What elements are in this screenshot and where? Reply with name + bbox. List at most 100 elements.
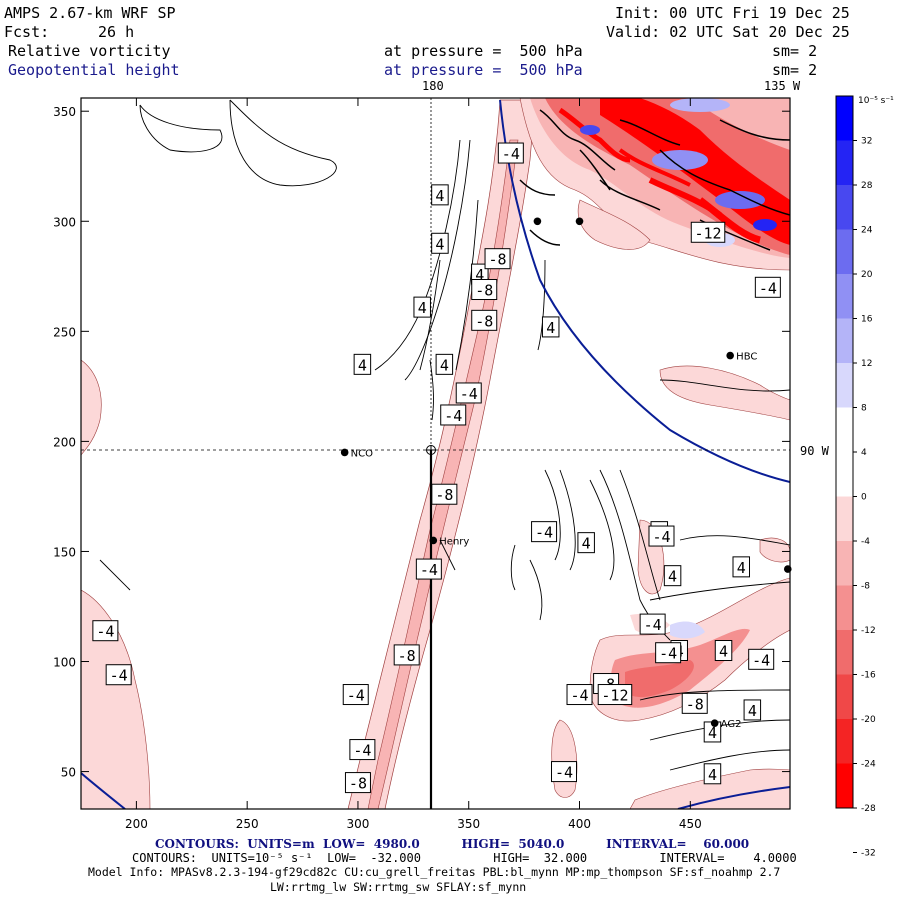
- stations: NCO Henry HBC AG2: [340, 217, 792, 730]
- svg-text:-4: -4: [555, 764, 573, 782]
- contour-label: 4: [577, 532, 595, 554]
- colorbar-swatch: [836, 407, 853, 453]
- field2-name: Geopotential height: [8, 61, 180, 79]
- contour-label: 4: [353, 353, 372, 375]
- colorbar-swatch: [836, 763, 853, 809]
- svg-text:-8: -8: [475, 282, 493, 300]
- meridian-180-label: 180: [422, 79, 444, 93]
- y-tick-label: 100: [53, 656, 76, 670]
- field2-smoothing: sm= 2: [772, 61, 818, 79]
- contour-label: 4: [541, 316, 560, 338]
- svg-text:-4: -4: [644, 616, 662, 634]
- meridian-90w-label: 90 W: [800, 444, 830, 458]
- station-marker: [429, 536, 438, 545]
- colorbar-swatch: [836, 318, 853, 364]
- colorbar-label: 32: [861, 137, 872, 147]
- svg-text:-4: -4: [96, 623, 114, 641]
- svg-text:-8: -8: [349, 775, 367, 793]
- colorbar-label: 28: [861, 181, 873, 191]
- footer-model-info-2: LW:rrtmg_lw SW:rrtmg_sw SFLAY:sf_mynn: [270, 880, 527, 894]
- x-tick-label: 450: [679, 817, 702, 831]
- station-label: AG2: [721, 719, 742, 730]
- colorbar-swatch: [836, 585, 853, 631]
- meridian-135w-label: 135 W: [764, 79, 801, 93]
- contour-label: -4: [349, 739, 376, 761]
- contour-label: -4: [342, 684, 369, 706]
- colorbar-unit: 10⁻⁵ s⁻¹: [858, 96, 894, 106]
- contour-label: -4: [415, 558, 442, 580]
- cross-section-origin: [426, 445, 436, 455]
- station-label: HBC: [736, 352, 757, 363]
- colorbar-swatch: [836, 96, 853, 141]
- colorbar-label: -12: [861, 626, 876, 636]
- colorbar: 32 28 24 20 16 12 8 4 0 -4 -8 -12 -16 -20 -24 -28 -32: [835, 95, 876, 859]
- colorbar-swatch: [836, 185, 853, 230]
- colorbar-label: -32: [861, 849, 876, 859]
- svg-text:4: 4: [358, 356, 367, 374]
- colorbar-label: -28: [861, 804, 876, 814]
- station-label: Henry: [439, 536, 469, 547]
- y-tick-label: 150: [53, 545, 76, 559]
- svg-text:4: 4: [440, 356, 449, 374]
- svg-text:4: 4: [582, 535, 591, 553]
- forecast-label: Fcst:: [4, 23, 50, 41]
- x-tick-label: 200: [125, 817, 148, 831]
- station-marker: [726, 351, 734, 360]
- x-tick-label: 400: [568, 817, 591, 831]
- svg-text:4: 4: [719, 643, 728, 661]
- svg-text:4: 4: [435, 187, 444, 205]
- contour-label: -8: [431, 483, 458, 505]
- valid-time: Valid: 02 UTC Sat 20 Dec 25: [606, 23, 850, 41]
- contour-label: 4: [431, 232, 449, 254]
- contour-label: 4: [435, 353, 454, 375]
- station-marker: [783, 565, 792, 573]
- contour-label: -4: [566, 684, 593, 706]
- svg-text:-8: -8: [686, 695, 704, 713]
- contour-label: -8: [393, 644, 420, 666]
- turbulent-contours: [519, 109, 790, 251]
- svg-text:4: 4: [546, 319, 555, 337]
- contour-label: -8: [484, 248, 511, 270]
- y-tick-label: 50: [61, 766, 76, 780]
- contour-label: -8: [471, 279, 498, 301]
- svg-text:-4: -4: [420, 561, 438, 579]
- y-tick-label: 250: [53, 325, 76, 339]
- contour-label: -4: [531, 521, 558, 543]
- colorbar-swatch: [836, 719, 853, 764]
- svg-text:-8: -8: [489, 251, 507, 269]
- colorbar-label: 12: [861, 359, 872, 369]
- station-marker: [533, 217, 542, 226]
- footer-contours-vorticity: CONTOURS: UNITS=10⁻⁵ s⁻¹ LOW= -32.000 HI…: [132, 851, 797, 865]
- svg-text:4: 4: [668, 568, 677, 586]
- y-tick-label: 350: [53, 105, 76, 119]
- colorbar-swatch: [836, 630, 853, 675]
- colorbar-label: -24: [861, 760, 876, 770]
- svg-text:-12: -12: [601, 687, 628, 705]
- svg-text:-4: -4: [759, 279, 777, 297]
- svg-text:-4: -4: [444, 407, 462, 425]
- contour-label: -12: [597, 684, 633, 706]
- svg-text:-4: -4: [460, 385, 478, 403]
- contour-label: -4: [92, 620, 119, 642]
- svg-text:-8: -8: [398, 647, 416, 665]
- field2-level: at pressure = 500 hPa: [384, 61, 583, 79]
- contour-label: -4: [551, 761, 578, 783]
- contour-label: -4: [748, 648, 775, 670]
- colorbar-label: -4: [861, 537, 870, 547]
- svg-text:-4: -4: [652, 528, 670, 546]
- map-frame: [80, 97, 791, 810]
- contour-label: -8: [344, 772, 371, 794]
- svg-text:4: 4: [475, 266, 484, 284]
- colorbar-swatch: [836, 274, 853, 319]
- contour-label: -4: [440, 404, 467, 426]
- contour-label: 4: [703, 763, 722, 785]
- colorbar-swatch: [836, 140, 853, 186]
- station-marker: [575, 217, 584, 226]
- svg-text:-4: -4: [502, 145, 520, 163]
- colorbar-label: 8: [861, 404, 867, 414]
- contour-label: 4: [732, 556, 751, 578]
- svg-text:4: 4: [748, 702, 757, 720]
- svg-text:-8: -8: [475, 312, 493, 330]
- contour-label: -8: [471, 309, 498, 331]
